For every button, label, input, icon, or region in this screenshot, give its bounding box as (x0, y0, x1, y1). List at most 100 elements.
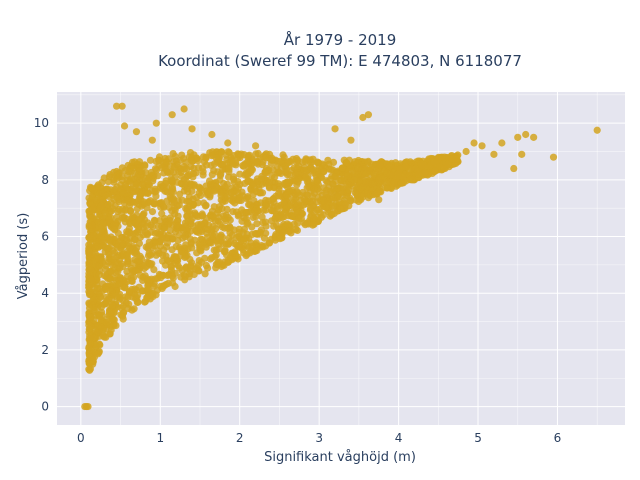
data-point (115, 205, 123, 213)
data-point (319, 197, 328, 205)
data-point (354, 164, 362, 172)
data-point (88, 206, 97, 214)
data-point (310, 208, 318, 217)
data-point (132, 180, 140, 189)
data-point (150, 266, 158, 274)
data-point (120, 122, 129, 130)
data-point (192, 169, 200, 177)
data-point (331, 125, 339, 133)
data-point (341, 200, 349, 208)
data-point (208, 171, 216, 179)
data-point (193, 249, 201, 257)
axis-ticks: 0 1 2 3 4 5 6 0 2 4 6 8 10 (34, 116, 562, 445)
data-point (383, 169, 391, 177)
data-point (112, 102, 121, 110)
data-point (224, 139, 232, 147)
data-point (202, 261, 210, 270)
x-tick-label: 4 (395, 431, 403, 445)
data-point (243, 220, 251, 228)
data-point (212, 246, 220, 254)
data-point (286, 158, 294, 166)
data-point (121, 218, 129, 226)
data-point (258, 242, 266, 250)
data-point (265, 179, 273, 187)
data-point (274, 205, 282, 213)
data-point (141, 189, 150, 197)
data-point (98, 234, 106, 243)
data-point (375, 196, 383, 204)
data-point (177, 168, 185, 176)
data-point (123, 251, 131, 259)
data-point (354, 170, 362, 178)
data-point (283, 220, 291, 228)
data-point (148, 136, 156, 144)
data-point (212, 264, 220, 272)
data-point (195, 267, 203, 275)
data-point (319, 211, 327, 219)
data-point (167, 188, 175, 196)
data-point (110, 188, 118, 196)
data-point (549, 153, 558, 161)
data-point (94, 284, 102, 292)
data-point (279, 159, 287, 167)
data-point (280, 153, 288, 161)
data-point (96, 292, 105, 301)
data-point (207, 239, 215, 247)
data-point (94, 350, 102, 358)
data-point (112, 322, 120, 330)
data-point (119, 296, 127, 304)
data-point (93, 262, 101, 270)
data-point (187, 262, 195, 270)
data-point (118, 102, 126, 110)
data-point (234, 184, 242, 192)
data-point (351, 158, 359, 166)
data-point (346, 196, 354, 204)
data-point (201, 202, 210, 210)
data-point (253, 158, 261, 167)
data-point (309, 166, 317, 174)
data-point (135, 283, 143, 291)
data-point (129, 213, 137, 221)
data-point (109, 255, 117, 263)
data-point (302, 156, 310, 164)
data-point (92, 255, 100, 263)
chart-title: År 1979 - 2019 (284, 30, 397, 49)
x-tick-label: 6 (554, 431, 562, 445)
data-point (359, 183, 367, 191)
data-point (258, 213, 266, 221)
data-point (168, 162, 176, 170)
data-point (275, 192, 283, 200)
data-point (146, 291, 154, 299)
data-point (268, 156, 276, 164)
data-point (204, 225, 212, 234)
data-point (162, 243, 171, 251)
data-point (136, 172, 144, 180)
data-point (252, 213, 260, 221)
data-point (146, 260, 154, 268)
data-point (107, 199, 115, 207)
data-point (156, 217, 164, 225)
data-point (448, 155, 456, 163)
data-point (140, 198, 148, 206)
data-point (184, 217, 192, 225)
data-point (113, 194, 121, 202)
data-point (127, 175, 135, 183)
data-point (117, 311, 125, 319)
data-point (167, 175, 175, 183)
data-point (287, 226, 295, 235)
data-point (129, 259, 138, 267)
data-point (145, 242, 153, 250)
data-point (229, 208, 237, 216)
data-point (344, 172, 352, 180)
data-point (124, 161, 132, 170)
data-point (188, 244, 196, 252)
data-point (172, 157, 180, 165)
data-point (171, 282, 179, 291)
data-point (163, 168, 171, 176)
data-points (81, 102, 601, 411)
data-point (347, 136, 355, 144)
data-point (294, 169, 302, 177)
data-point (187, 163, 195, 171)
data-point (231, 249, 239, 257)
data-point (91, 249, 99, 257)
